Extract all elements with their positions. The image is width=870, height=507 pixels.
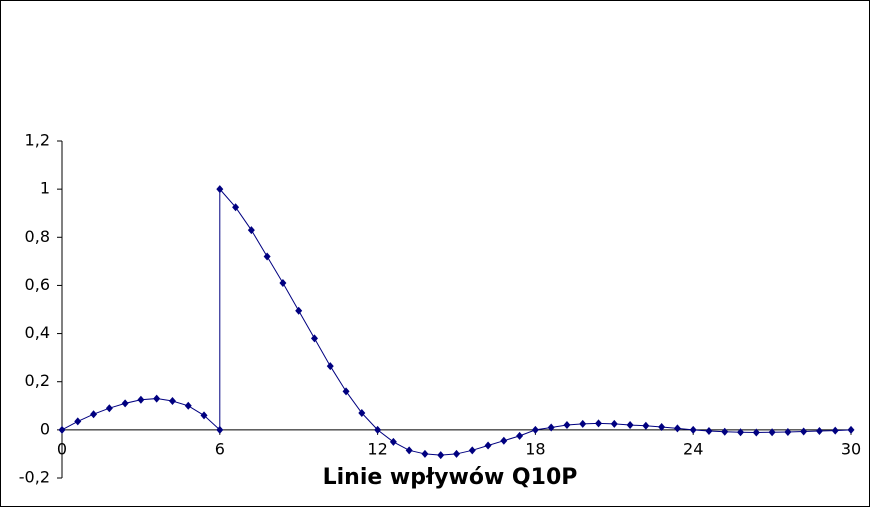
point — [295, 306, 303, 315]
point — [168, 396, 176, 405]
point — [453, 449, 460, 458]
point — [405, 446, 413, 455]
x-tick-label: 6 — [215, 439, 225, 458]
point — [232, 203, 240, 212]
point — [121, 399, 129, 408]
point — [153, 394, 161, 403]
point — [326, 362, 334, 371]
point — [374, 425, 382, 434]
point — [547, 423, 555, 432]
x-tick-label: 24 — [683, 439, 703, 458]
y-tick-label: 0,8 — [25, 227, 50, 246]
y-tick-label: -0,2 — [19, 468, 50, 487]
y-tick-label: 0,4 — [25, 323, 50, 342]
point — [673, 424, 681, 433]
point — [800, 427, 808, 436]
point — [784, 428, 792, 437]
point — [105, 404, 113, 413]
x-tick-label: 30 — [841, 439, 861, 458]
point — [831, 426, 839, 435]
point — [216, 185, 224, 194]
x-tick-label: 12 — [367, 439, 387, 458]
point — [247, 226, 255, 235]
point — [737, 428, 745, 437]
point — [74, 417, 82, 426]
point — [468, 446, 476, 455]
point — [484, 441, 492, 450]
point — [58, 425, 66, 434]
point — [563, 421, 571, 430]
point — [531, 425, 539, 434]
y-tick-label: 0,6 — [25, 275, 50, 294]
point — [626, 421, 634, 430]
point — [342, 387, 350, 396]
point — [90, 410, 98, 419]
point — [579, 419, 587, 428]
y-tick-label: 1 — [40, 179, 50, 198]
point — [437, 451, 445, 460]
point — [310, 334, 318, 343]
point — [815, 427, 823, 436]
x-tick-label: 18 — [525, 439, 545, 458]
point — [689, 425, 697, 434]
point — [358, 409, 366, 418]
point — [389, 437, 397, 446]
y-tick-label: 1,2 — [25, 131, 50, 150]
point — [752, 428, 760, 437]
x-tick-label: 0 — [57, 439, 67, 458]
point — [216, 425, 224, 434]
point — [658, 422, 666, 431]
point — [642, 421, 650, 430]
point — [279, 279, 287, 288]
point — [847, 425, 855, 434]
point — [200, 411, 208, 420]
point — [705, 427, 713, 436]
y-tick-label: 0 — [40, 419, 50, 438]
point — [137, 395, 145, 404]
series-line — [61, 187, 852, 456]
point — [595, 419, 603, 428]
point — [610, 419, 618, 428]
point — [184, 401, 192, 410]
chart-title: Linie wpływów Q10P — [323, 465, 578, 490]
point — [768, 428, 776, 437]
point — [721, 427, 729, 436]
point — [421, 449, 429, 458]
y-tick-label: 0,2 — [25, 371, 50, 390]
point — [263, 252, 271, 261]
point — [500, 436, 508, 445]
point — [516, 431, 524, 440]
